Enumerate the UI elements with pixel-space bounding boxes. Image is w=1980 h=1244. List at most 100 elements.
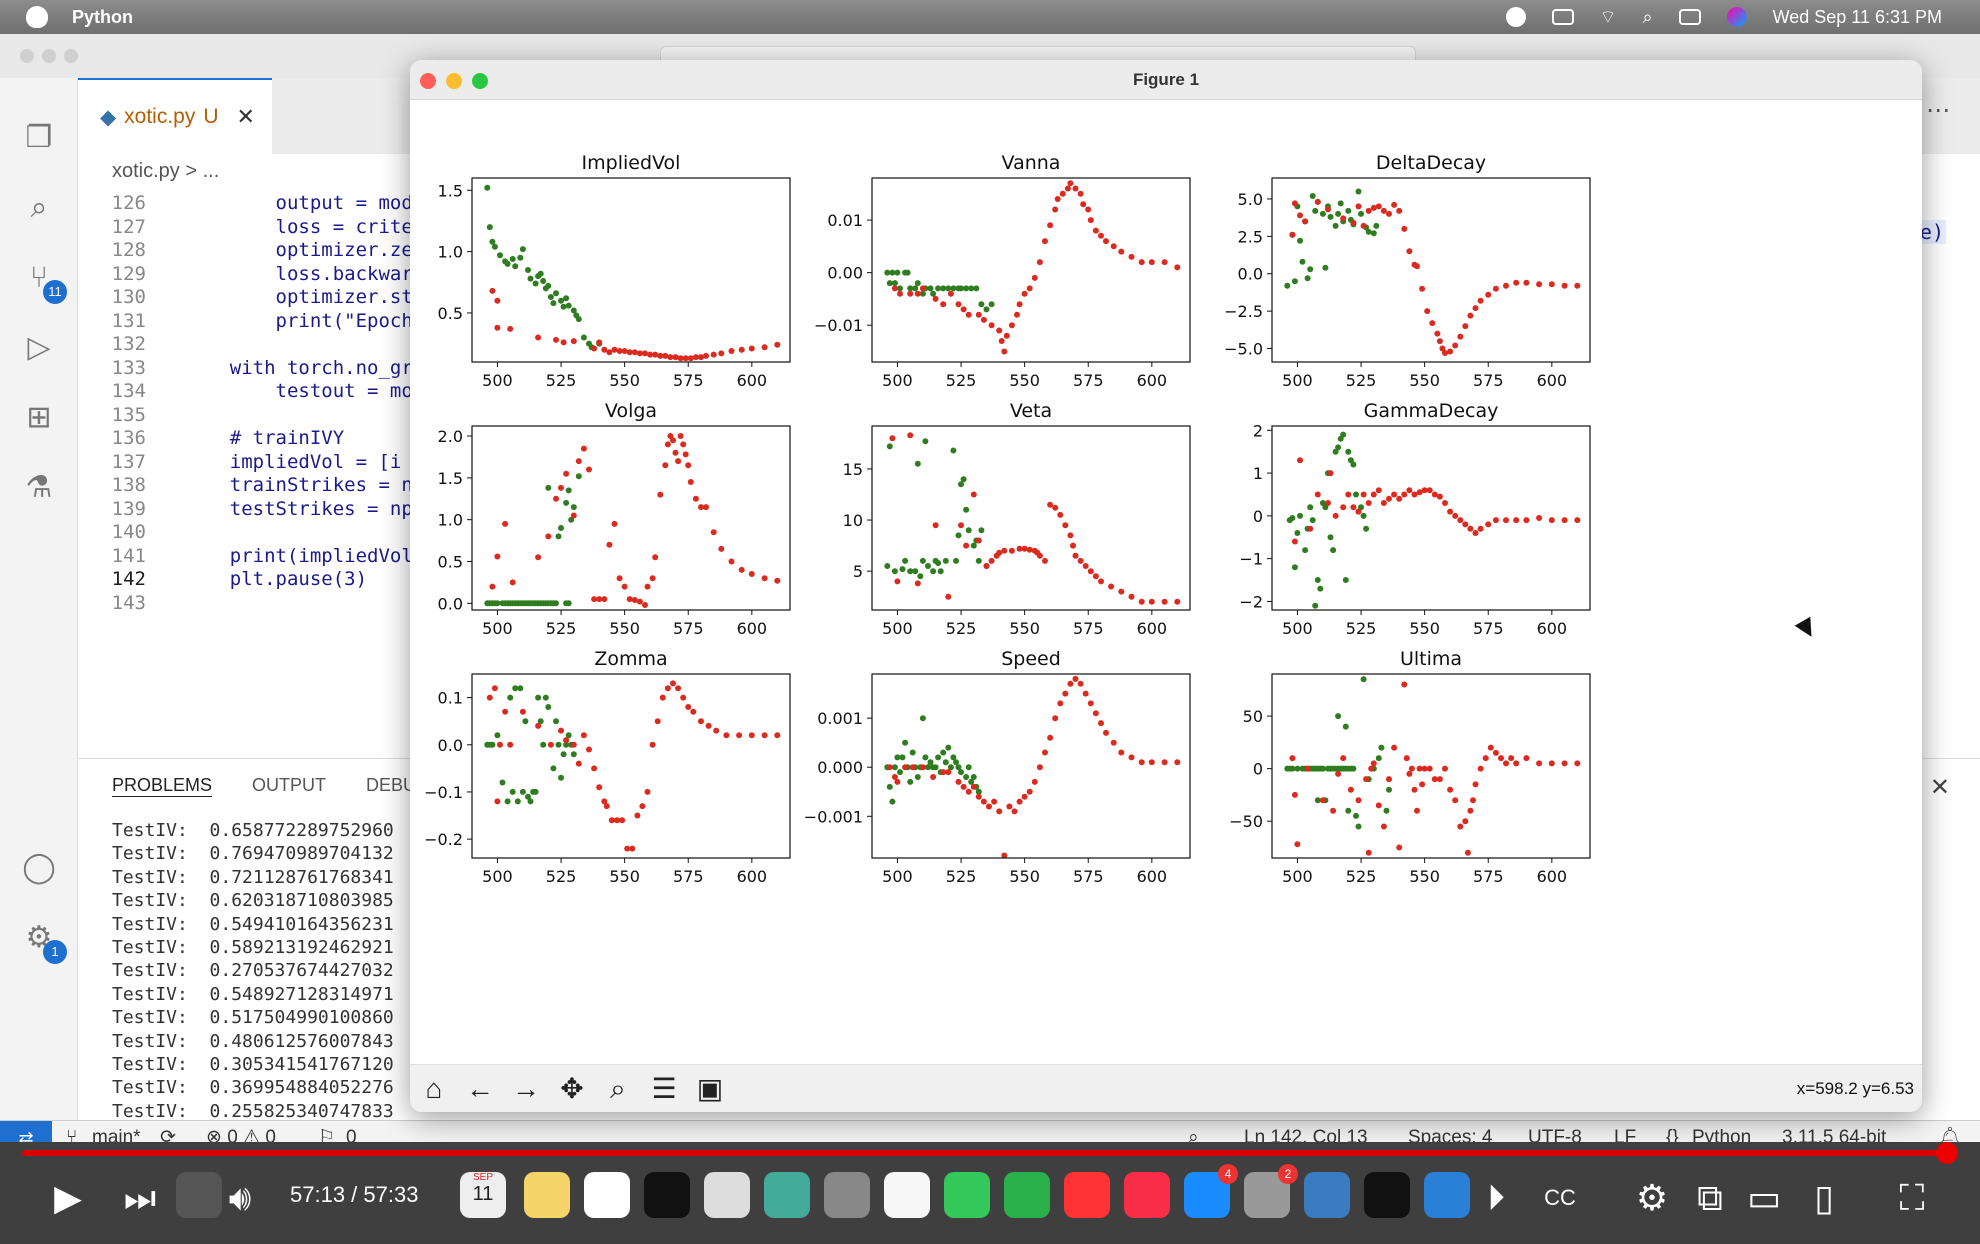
data-point (713, 727, 720, 734)
tab-xotic-py[interactable]: ◆ xotic.py U ✕ (78, 78, 272, 154)
code-line[interactable]: 130 optimizer.step( (78, 282, 447, 312)
miniplayer-icon[interactable]: ⧉ (1697, 1177, 1723, 1218)
fullscreen-icon[interactable]: ⛶ (1899, 1177, 1925, 1218)
code-line[interactable]: 141 print(impliedVol) (78, 541, 425, 571)
zoom-icon[interactable]: ⌕ (1188, 1127, 1199, 1148)
data-point (963, 506, 970, 513)
launchpad-icon[interactable] (176, 1172, 222, 1218)
siri-icon[interactable] (1726, 7, 1747, 27)
subplot: GammaDecay 500 525 550 575 600 −2 −1 0 1 2 (1239, 400, 1591, 638)
theater-icon[interactable]: ▯ (1814, 1177, 1834, 1218)
data-point (1487, 744, 1494, 751)
clock[interactable]: Wed Sep 11 6:31 PM (1772, 6, 1942, 27)
minimize-dot[interactable] (42, 49, 56, 63)
forward-icon[interactable]: → (512, 1073, 540, 1104)
code-line[interactable]: 132 (78, 329, 184, 359)
configure-icon[interactable]: ☰ (651, 1073, 677, 1104)
vscode-icon[interactable] (1424, 1172, 1470, 1218)
next-icon[interactable]: ⏭ (123, 1177, 157, 1218)
volume-icon[interactable]: 🔊︎ (228, 1177, 252, 1218)
testing-icon[interactable]: ⚗ (25, 471, 53, 504)
source-control-icon[interactable]: ⑂ 11 (19, 258, 67, 304)
ports-count[interactable]: 0 (346, 1127, 357, 1148)
figure-toolbar: ⌂ ← → ✥ ⌕ ☰ ▣ x=598.2 y=6.53 (410, 1064, 1922, 1112)
captions-icon[interactable]: CC (1544, 1185, 1576, 1210)
code-line[interactable]: 128 optimizer.zero_ (78, 235, 447, 265)
back-icon[interactable]: ← (466, 1073, 494, 1104)
close-button[interactable] (420, 73, 436, 89)
code-line[interactable]: 140 (78, 517, 184, 547)
data-point (1378, 744, 1385, 751)
code-line[interactable]: 135 (78, 400, 184, 430)
data-point (914, 290, 921, 297)
data-point (527, 275, 534, 282)
messages-icon[interactable] (944, 1172, 990, 1218)
cursor-coordinates: x=598.2 y=6.53 (1796, 1079, 1914, 1098)
facetime-icon[interactable] (1004, 1172, 1050, 1218)
close-dot[interactable] (20, 49, 34, 63)
explorer-icon[interactable]: ❐ (25, 121, 53, 154)
system-settings-icon[interactable]: 2 (1244, 1164, 1298, 1218)
reminders-icon[interactable] (704, 1172, 750, 1218)
code-line[interactable]: 142 plt.pause(3) (78, 564, 367, 594)
code-line[interactable]: 136 # trainIVY (78, 423, 344, 453)
data-point (1472, 305, 1479, 312)
progress-knob[interactable] (1936, 1142, 1958, 1164)
run-debug-icon[interactable]: ▷ (27, 331, 51, 364)
data-point (677, 355, 684, 362)
notes-icon[interactable] (524, 1172, 570, 1218)
progress-bar[interactable] (22, 1150, 1939, 1156)
freeform-icon[interactable] (584, 1172, 630, 1218)
battery-icon[interactable] (1551, 9, 1574, 25)
autoplay-toggle-icon[interactable]: ⏵ (1487, 1177, 1505, 1218)
close-icon[interactable]: ✕ (1929, 774, 1950, 801)
data-point (1059, 190, 1066, 197)
save-icon[interactable]: ▣ (696, 1073, 724, 1104)
code-line[interactable]: 143 (78, 588, 184, 618)
data-point (494, 600, 501, 607)
settings-icon[interactable]: ⚙ (1635, 1177, 1669, 1218)
code-line[interactable]: 129 loss.backward() (78, 259, 447, 289)
app-name[interactable]: Python (72, 6, 133, 27)
tab-output[interactable]: OUTPUT (252, 775, 327, 795)
code-line[interactable]: 133 with torch.no_grad( (78, 353, 447, 383)
data-point (1312, 207, 1319, 214)
data-point (1085, 206, 1092, 213)
news-icon[interactable] (1064, 1172, 1110, 1218)
tab-problems[interactable]: PROBLEMS (112, 775, 213, 797)
more-actions-icon[interactable]: ⋯ (1926, 97, 1950, 124)
app-store-icon[interactable]: 4 (1184, 1164, 1238, 1218)
data-point (1042, 238, 1048, 245)
python-launcher-icon[interactable] (1304, 1172, 1350, 1218)
extensions-icon[interactable]: ⊞ (26, 401, 52, 434)
apple-tv-icon[interactable] (644, 1172, 690, 1218)
zoom-button[interactable] (472, 73, 488, 89)
gear-icon[interactable]: ⚙ 1 (19, 918, 67, 964)
zoom-dot[interactable] (64, 49, 78, 63)
account-icon[interactable]: ◯ (22, 851, 56, 884)
music-icon[interactable] (1124, 1172, 1170, 1218)
search-icon[interactable]: ⌕ (30, 191, 48, 224)
data-point (667, 354, 674, 361)
close-icon[interactable]: ✕ (236, 104, 255, 129)
home-icon[interactable]: ⌂ (425, 1073, 443, 1104)
pan-icon[interactable]: ✥ (560, 1073, 584, 1104)
terminal-icon[interactable] (1364, 1172, 1410, 1218)
search-icon[interactable]: ⌕ (1642, 6, 1653, 27)
photos-icon[interactable] (884, 1172, 930, 1218)
tab-debug[interactable]: DEBU (366, 775, 417, 795)
record-icon[interactable] (1505, 7, 1526, 27)
pip-icon[interactable]: ▭ (1746, 1177, 1781, 1218)
data-point (570, 307, 577, 314)
minimize-button[interactable] (446, 73, 462, 89)
control-center-icon[interactable] (1678, 9, 1701, 25)
maps-icon[interactable] (764, 1172, 810, 1218)
wifi-icon[interactable]: ⌔ (1599, 6, 1617, 27)
zoom-icon[interactable]: ⌕ (610, 1073, 626, 1104)
play-icon[interactable]: ▶ (54, 1177, 82, 1218)
calendar-icon[interactable]: SEP 11 (460, 1172, 506, 1218)
screenshot-icon[interactable] (824, 1172, 870, 1218)
data-point (1355, 797, 1362, 804)
apple-icon[interactable] (26, 6, 48, 28)
